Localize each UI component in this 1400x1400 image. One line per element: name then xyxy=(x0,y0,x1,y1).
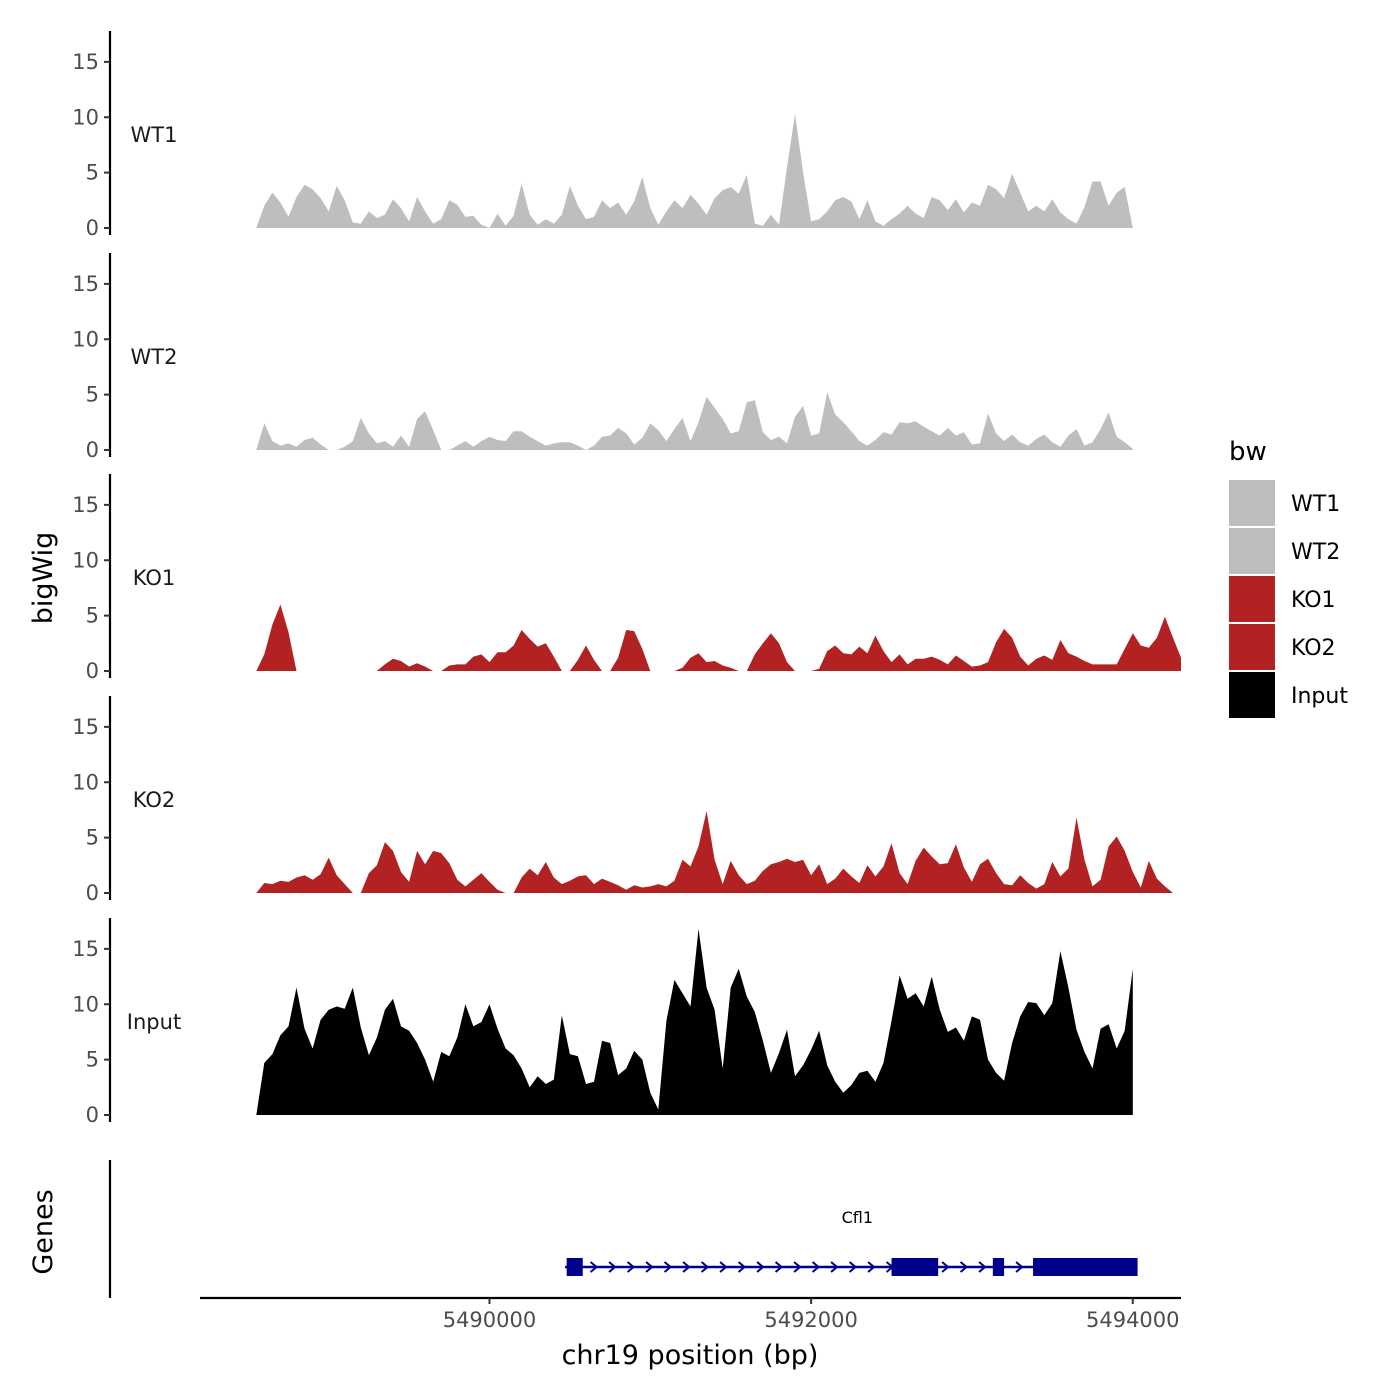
series-area-ko2 xyxy=(256,811,1181,893)
legend-swatch xyxy=(1229,624,1275,670)
y-tick-label: 5 xyxy=(86,161,99,185)
strand-arrow xyxy=(941,1261,950,1273)
y-tick-label: 0 xyxy=(86,881,99,905)
strand-arrow xyxy=(830,1261,839,1273)
track-label: KO1 xyxy=(133,566,176,590)
tracks-layer: 0 5 10 15 WT1 0 5 10 15 WT2 0 5 10 15 KO1 0 5 10 15 KO2 0 5 10… xyxy=(72,31,1181,1127)
legend-label: Input xyxy=(1291,684,1348,709)
strand-arrow xyxy=(959,1261,969,1273)
strand-arrow xyxy=(867,1261,876,1273)
track-input: 0 5 10 15 Input xyxy=(72,918,1133,1127)
legend-swatch xyxy=(1229,672,1275,718)
legend-item-wt1: WT1 xyxy=(1229,480,1340,526)
strand-arrow xyxy=(608,1261,617,1273)
y-tick-label: 5 xyxy=(86,826,99,850)
y-tick-label: 15 xyxy=(72,937,99,961)
strand-arrow xyxy=(589,1261,599,1273)
legend-title: bw xyxy=(1229,437,1267,467)
track-label: WT1 xyxy=(131,123,178,147)
y-tick-label: 5 xyxy=(86,1048,99,1072)
track-ko1: 0 5 10 15 KO1 xyxy=(72,474,1181,683)
y-tick-label: 0 xyxy=(86,438,99,462)
strand-arrow xyxy=(793,1261,802,1273)
track-ko2: 0 5 10 15 KO2 xyxy=(72,696,1181,905)
x-tick-label: 5490000 xyxy=(443,1308,537,1332)
legend-swatch xyxy=(1229,528,1275,574)
gene-exon xyxy=(992,1258,1005,1276)
gene-cfl1: Cfl1 xyxy=(565,1208,1138,1276)
legend-label: WT2 xyxy=(1291,540,1340,565)
strand-arrow xyxy=(737,1261,747,1273)
gene-exon xyxy=(891,1258,939,1276)
y-tick-label: 5 xyxy=(86,383,99,407)
x-tick-label: 5492000 xyxy=(764,1308,858,1332)
y-tick-label: 0 xyxy=(86,216,99,240)
genes-layer: Cfl1 xyxy=(108,1160,1138,1298)
x-axis-title: chr19 position (bp) xyxy=(562,1340,819,1371)
legend-label: KO1 xyxy=(1291,588,1336,613)
strand-arrow xyxy=(811,1261,821,1273)
gene-exon xyxy=(566,1258,583,1276)
y-tick-label: 10 xyxy=(72,105,99,129)
track-wt1: 0 5 10 15 WT1 xyxy=(72,31,1133,240)
strand-arrow xyxy=(756,1261,765,1273)
y-axis-title: bigWig xyxy=(28,532,59,625)
legend: bw WT1 WT2 KO1 KO2 Input xyxy=(1229,437,1348,718)
y-tick-label: 10 xyxy=(72,548,99,572)
y-tick-label: 15 xyxy=(72,715,99,739)
series-area-ko1 xyxy=(256,604,1181,671)
strand-arrow xyxy=(682,1261,691,1273)
strand-arrow xyxy=(1015,1261,1024,1273)
legend-swatch xyxy=(1229,576,1275,622)
y-tick-label: 10 xyxy=(72,327,99,351)
track-label: KO2 xyxy=(133,788,176,812)
legend-label: WT1 xyxy=(1291,492,1340,517)
y-tick-label: 0 xyxy=(86,1103,99,1127)
legend-swatch xyxy=(1229,480,1275,526)
x-axis: 5490000 5492000 5494000 xyxy=(200,1296,1181,1332)
gene-exon xyxy=(1033,1258,1138,1276)
strand-arrow xyxy=(626,1261,636,1273)
y-tick-label: 15 xyxy=(72,50,99,74)
series-area-input xyxy=(256,928,1133,1115)
legend-item-wt2: WT2 xyxy=(1229,528,1340,574)
genes-axis-title: Genes xyxy=(28,1189,59,1274)
y-tick-label: 15 xyxy=(72,272,99,296)
strand-arrow xyxy=(978,1261,987,1273)
legend-item-input: Input xyxy=(1229,672,1348,718)
legend-item-ko2: KO2 xyxy=(1229,624,1336,670)
track-wt2: 0 5 10 15 WT2 xyxy=(72,253,1133,462)
y-tick-label: 15 xyxy=(72,493,99,517)
strand-arrow xyxy=(663,1261,673,1273)
y-tick-label: 0 xyxy=(86,659,99,683)
y-tick-label: 5 xyxy=(86,604,99,628)
series-area-wt1 xyxy=(256,113,1133,228)
gene-name-label: Cfl1 xyxy=(842,1208,873,1227)
x-tick-label: 5494000 xyxy=(1086,1308,1180,1332)
track-label: Input xyxy=(127,1010,181,1034)
legend-item-ko1: KO1 xyxy=(1229,576,1336,622)
y-tick-label: 10 xyxy=(72,992,99,1016)
strand-arrow xyxy=(848,1261,858,1273)
strand-arrow xyxy=(774,1261,784,1273)
strand-arrow xyxy=(719,1261,728,1273)
legend-label: KO2 xyxy=(1291,636,1336,661)
strand-arrow xyxy=(645,1261,654,1273)
strand-arrow xyxy=(700,1261,710,1273)
series-area-wt2 xyxy=(256,392,1133,450)
track-label: WT2 xyxy=(131,345,178,369)
y-tick-label: 10 xyxy=(72,770,99,794)
